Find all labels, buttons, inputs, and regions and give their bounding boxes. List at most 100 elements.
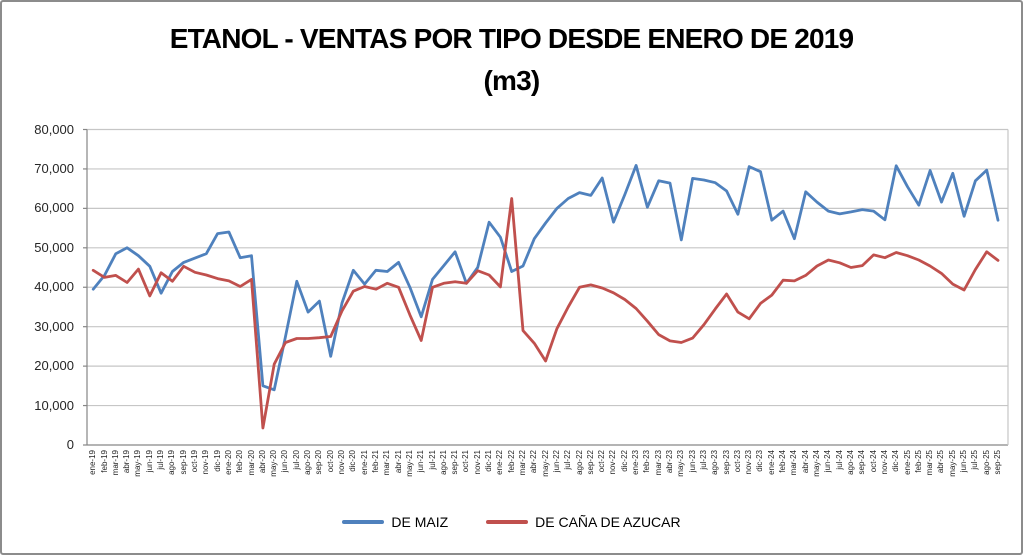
x-tick-label: jul-25	[970, 450, 980, 470]
chart-title-line2: (m3)	[483, 65, 541, 96]
x-tick-label: feb-20	[235, 450, 245, 473]
x-tick-label: may-25	[947, 450, 957, 477]
x-tick-label: oct-23	[732, 450, 742, 473]
x-tick-label: ene-25	[902, 450, 912, 475]
x-tick-label: jul-21	[427, 450, 437, 470]
x-tick-label: sep-23	[721, 450, 731, 475]
x-tick-label: jul-24	[834, 450, 844, 470]
x-tick-label: ago-22	[574, 450, 584, 475]
y-tick-label: 20,000	[34, 358, 74, 374]
x-tick-label: ene-19	[88, 450, 98, 475]
y-tick-label: 0	[66, 437, 74, 452]
x-tick-label: dic-21	[484, 450, 494, 472]
chart-title: ETANOL - VENTAS POR TIPO DESDE ENERO DE …	[2, 18, 1021, 102]
x-tick-label: ene-21	[359, 450, 369, 475]
x-tick-label: dic-19	[212, 450, 222, 472]
x-tick-label: ene-20	[223, 450, 233, 475]
x-tick-label: nov-19	[201, 450, 211, 475]
x-tick-label: may-23	[676, 450, 686, 477]
x-tick-label: jun-19	[144, 450, 154, 473]
x-tick-label: abr-19	[122, 450, 132, 474]
x-tick-label: ago-19	[167, 450, 177, 475]
x-tick-label: feb-19	[99, 450, 109, 473]
legend-item-maiz: DE MAIZ	[342, 514, 448, 530]
x-tick-label: ago-20	[303, 450, 313, 475]
x-tick-label: jul-22	[563, 450, 573, 470]
x-tick-label: oct-24	[868, 450, 878, 473]
x-tick-label: nov-23	[744, 450, 754, 475]
x-tick-label: mar-20	[246, 450, 256, 476]
x-tick-label: nov-24	[879, 450, 889, 475]
legend-label-maiz: DE MAIZ	[391, 514, 449, 530]
x-tick-label: mar-23	[653, 450, 663, 476]
y-tick-label: 30,000	[34, 318, 74, 334]
x-tick-label: feb-23	[642, 450, 652, 473]
x-tick-label: jun-25	[959, 450, 969, 473]
x-tick-label: oct-19	[189, 450, 199, 473]
legend-item-cana: DE CAÑA DE AZUCAR	[486, 514, 681, 530]
x-tick-label: ago-23	[710, 450, 720, 475]
x-tick-label: may-22	[540, 450, 550, 477]
x-tick-label: nov-22	[608, 450, 618, 475]
x-tick-label: sep-25	[993, 450, 1002, 475]
y-tick-label: 80,000	[34, 121, 74, 137]
x-tick-label: abr-21	[393, 450, 403, 474]
series-line-1	[91, 197, 1000, 430]
x-tick-label: ene-23	[631, 450, 641, 475]
x-tick-label: jun-21	[416, 450, 426, 473]
x-tick-label: nov-20	[337, 450, 347, 475]
x-tick-label: sep-24	[857, 450, 867, 475]
series-line-0	[91, 163, 1000, 392]
x-tick-label: sep-19	[178, 450, 188, 475]
x-tick-label: abr-25	[936, 450, 946, 474]
x-tick-label: mar-25	[925, 450, 935, 476]
x-tick-label: mar-24	[789, 450, 799, 476]
x-tick-label: ene-22	[495, 450, 505, 475]
x-tick-label: mar-19	[110, 450, 120, 476]
y-tick-label: 10,000	[34, 397, 74, 413]
x-tick-label: jul-20	[291, 450, 301, 470]
x-tick-label: abr-20	[257, 450, 267, 474]
x-tick-label: sep-21	[450, 450, 460, 475]
cana-line-swatch	[486, 520, 529, 524]
x-tick-label: feb-22	[506, 450, 516, 473]
y-tick-label: 40,000	[34, 279, 74, 295]
x-tick-label: may-24	[812, 450, 822, 477]
y-tick-label: 60,000	[34, 200, 74, 216]
x-tick-label: jun-20	[280, 450, 290, 473]
y-tick-label: 50,000	[34, 239, 74, 255]
x-tick-label: jun-22	[551, 450, 561, 473]
x-tick-label: ene-24	[766, 450, 776, 475]
x-tick-label: sep-22	[585, 450, 595, 475]
x-tick-label: ago-21	[438, 450, 448, 475]
x-tick-label: dic-23	[755, 450, 765, 472]
x-tick-label: abr-23	[665, 450, 674, 474]
legend: DE MAIZ DE CAÑA DE AZUCAR	[2, 514, 1021, 530]
x-tick-label: dic-22	[619, 450, 629, 472]
chart-title-line1: ETANOL - VENTAS POR TIPO DESDE ENERO DE …	[169, 23, 854, 54]
x-tick-label: mar-22	[517, 450, 527, 476]
maiz-line-swatch	[342, 520, 385, 524]
x-tick-label: jun-23	[687, 450, 697, 473]
x-tick-label: jul-23	[698, 450, 708, 470]
x-tick-label: may-21	[404, 450, 414, 477]
x-tick-label: jun-24	[823, 450, 833, 473]
x-tick-label: oct-21	[461, 450, 471, 473]
y-tick-label: 70,000	[34, 160, 74, 176]
x-tick-label: jul-19	[156, 450, 166, 470]
x-tick-label: mar-21	[382, 450, 392, 476]
x-tick-label: dic-24	[891, 450, 901, 472]
x-tick-label: abr-24	[800, 450, 810, 474]
x-tick-label: nov-21	[472, 450, 482, 475]
x-tick-label: ago-24	[845, 450, 855, 475]
x-tick-label: ago-25	[981, 450, 991, 475]
x-tick-label: feb-24	[778, 450, 788, 473]
x-tick-label: sep-20	[314, 450, 324, 475]
x-tick-label: feb-21	[370, 450, 380, 473]
x-tick-label: abr-22	[529, 450, 539, 474]
x-tick-label: may-20	[269, 450, 279, 477]
x-tick-label: oct-20	[325, 450, 335, 473]
x-tick-label: feb-25	[913, 450, 923, 473]
